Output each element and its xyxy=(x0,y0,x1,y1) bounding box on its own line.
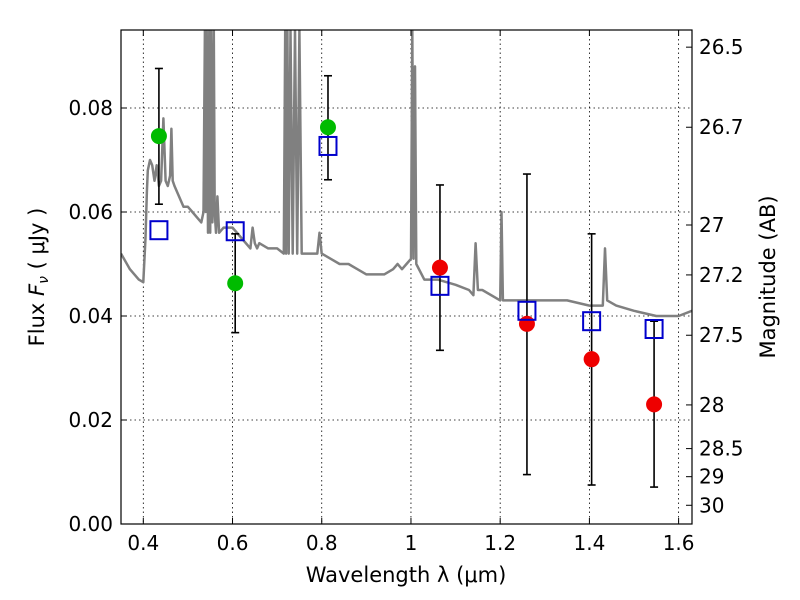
model-photometry-marker xyxy=(517,300,537,321)
plot-area xyxy=(121,30,692,488)
x-tick-label: 0.8 xyxy=(306,531,338,555)
y2-tick-label: 27.2 xyxy=(699,263,744,287)
plot-frame xyxy=(120,29,693,525)
data-point xyxy=(518,315,535,332)
y2-tick-label: 27 xyxy=(699,213,724,237)
x-tick-label: 0.6 xyxy=(217,531,249,555)
axes: 0.4 0.6 0.8 1 1.2 1.4 1.6 0.00 0.02 0.04 0.06 0.08 2… xyxy=(68,30,744,555)
y-axis-label: Flux Fν ( μJy ) xyxy=(25,208,52,347)
y2-tick-label: 30 xyxy=(699,493,724,517)
data-point xyxy=(227,275,244,292)
y2-tick-label: 26.5 xyxy=(699,35,744,59)
y-tick-label: 0.04 xyxy=(68,304,113,328)
y2-tick-label: 28 xyxy=(699,393,724,417)
model-photometry-marker xyxy=(149,220,169,241)
data-point xyxy=(150,128,167,145)
y2-tick-label: 29 xyxy=(699,465,724,489)
y2-axis-label: Magnitude (AB) xyxy=(756,195,780,358)
model-photometry-marker xyxy=(644,319,664,339)
y-tick-label: 0.06 xyxy=(68,200,113,224)
model-photometry-marker xyxy=(582,311,602,332)
data-point xyxy=(583,351,600,368)
x-tick-label: 1.6 xyxy=(663,531,695,555)
model-photometry-marker xyxy=(430,275,450,296)
model-spectrum-line xyxy=(121,30,692,318)
data-point xyxy=(431,259,448,276)
x-axis-label: Wavelength λ (μm) xyxy=(306,563,507,587)
model-photometry-marker xyxy=(225,221,245,242)
y-tick-label: 0.08 xyxy=(68,96,113,120)
x-tick-label: 1 xyxy=(405,531,418,555)
y-tick-label: 0.02 xyxy=(68,408,113,432)
x-tick-label: 0.4 xyxy=(127,531,159,555)
x-tick-label: 1.4 xyxy=(573,531,605,555)
y2-tick-label: 27.5 xyxy=(699,323,744,347)
y2-tick-label: 28.5 xyxy=(699,437,744,461)
y2-tick-label: 26.7 xyxy=(699,115,744,139)
data-point xyxy=(646,396,663,413)
model-photometry-marker xyxy=(318,135,338,156)
y-tick-label: 0.00 xyxy=(68,512,113,536)
data-point xyxy=(319,119,336,136)
x-tick-label: 1.2 xyxy=(484,531,516,555)
